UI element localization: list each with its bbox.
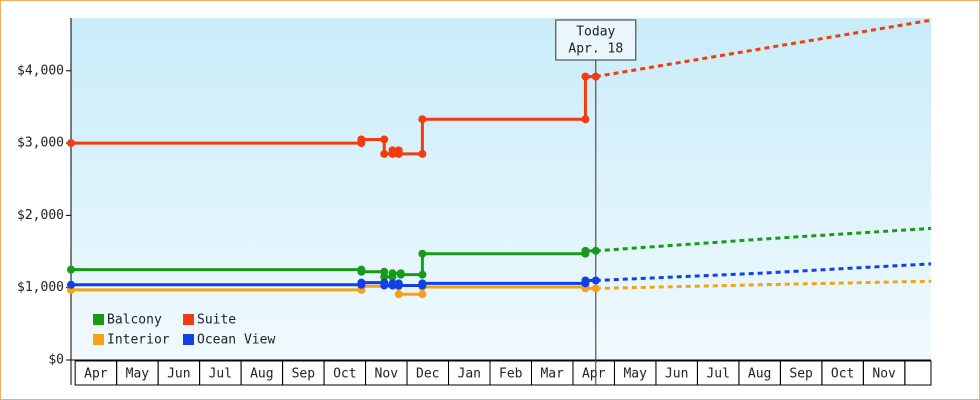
legend-label: Suite xyxy=(197,313,236,328)
y-tick-label: $3,000 xyxy=(17,136,64,151)
x-tick-label: Jul xyxy=(706,367,729,382)
x-tick-label: May xyxy=(623,367,647,382)
price-point xyxy=(388,279,397,288)
price-point xyxy=(380,272,389,281)
x-tick-label: Oct xyxy=(333,367,356,382)
legend-swatch xyxy=(183,314,194,325)
x-tick-label: Jun xyxy=(167,367,190,382)
projection-line xyxy=(595,226,932,253)
today-box xyxy=(555,19,637,61)
x-tick-label: Apr xyxy=(582,367,606,382)
price-point xyxy=(380,281,389,290)
price-point xyxy=(394,290,403,299)
price-point xyxy=(581,246,590,255)
price-point xyxy=(581,276,590,285)
price-point xyxy=(591,72,600,81)
price-point xyxy=(581,72,590,81)
today-date: Apr. 18 xyxy=(568,42,623,57)
x-tick-label: Oct xyxy=(831,367,854,382)
x-tick-label: Jul xyxy=(209,367,232,382)
price-point xyxy=(388,269,397,278)
price-point xyxy=(357,135,366,144)
legend-label: Ocean View xyxy=(197,333,275,348)
projection-line xyxy=(595,262,932,282)
price-point xyxy=(67,265,75,274)
price-point xyxy=(380,135,389,144)
legend-swatch xyxy=(93,334,104,345)
price-point xyxy=(591,276,600,285)
x-tick-label: Dec xyxy=(416,367,439,382)
price-point xyxy=(418,249,427,258)
x-tick-label: Feb xyxy=(499,367,523,382)
price-point xyxy=(591,284,600,293)
price-point xyxy=(418,279,427,288)
x-tick-label: Jun xyxy=(665,367,688,382)
legend-label: Interior xyxy=(107,333,170,348)
price-point xyxy=(418,290,427,299)
y-tick-label: $1,000 xyxy=(17,280,64,295)
x-tick-label: Nov xyxy=(375,367,399,382)
x-tick-label: May xyxy=(126,367,150,382)
legend-swatch xyxy=(93,314,104,325)
price-point xyxy=(396,270,405,279)
today-label: Today xyxy=(576,25,615,40)
y-tick-label: $0 xyxy=(48,353,64,368)
price-point xyxy=(591,246,600,255)
price-point xyxy=(394,149,403,158)
price-point xyxy=(581,115,590,124)
legend-label: Balcony xyxy=(107,313,162,328)
price-point xyxy=(357,267,366,276)
price-point xyxy=(418,149,427,158)
plot-area xyxy=(71,18,931,360)
y-tick-label: $2,000 xyxy=(17,208,64,223)
price-point xyxy=(67,139,75,148)
x-tick-label: Sep xyxy=(789,367,813,382)
legend-swatch xyxy=(183,334,194,345)
projection-line xyxy=(595,18,932,79)
price-point xyxy=(418,115,427,124)
x-tick-label: Apr xyxy=(84,367,108,382)
price-point xyxy=(380,149,389,158)
x-tick-label: Nov xyxy=(872,367,896,382)
price-point xyxy=(388,146,397,155)
x-tick-label: Aug xyxy=(250,367,273,382)
projection-line xyxy=(595,279,932,290)
y-tick-label: $4,000 xyxy=(17,63,64,78)
price-point xyxy=(394,281,403,290)
price-point xyxy=(418,270,427,279)
x-tick-label: Aug xyxy=(748,367,771,382)
price-point xyxy=(357,278,366,287)
x-tick-label: Mar xyxy=(540,367,564,382)
x-tick-label: Sep xyxy=(292,367,316,382)
price-point xyxy=(67,280,75,289)
month-box xyxy=(904,360,932,386)
x-tick-label: Jan xyxy=(458,367,481,382)
